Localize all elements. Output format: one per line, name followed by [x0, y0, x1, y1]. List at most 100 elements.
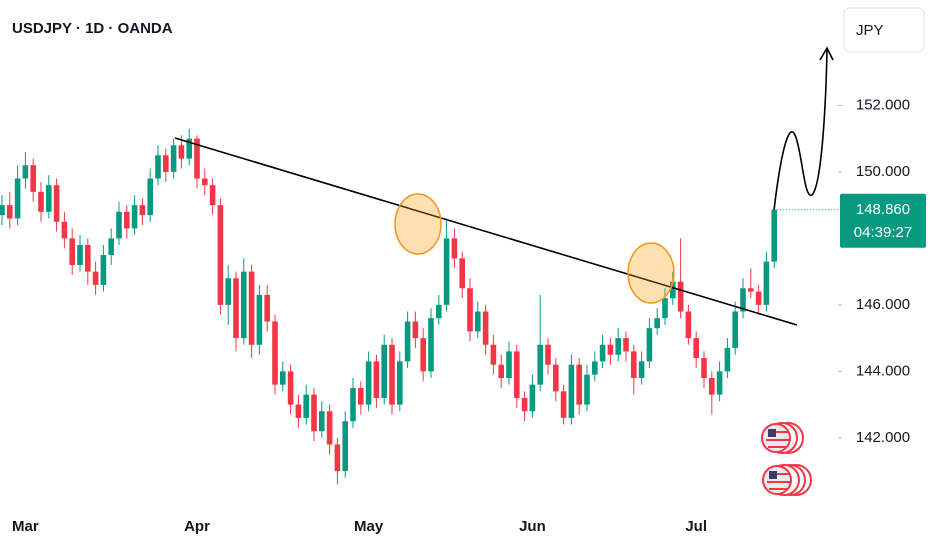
candle-body — [147, 178, 153, 216]
chart-title: USDJPY · 1D · OANDA — [12, 20, 173, 37]
candle-body — [748, 288, 754, 292]
currency-label[interactable]: JPY — [856, 22, 884, 39]
candle-body — [529, 384, 536, 412]
candle-body — [623, 338, 629, 352]
candle-body — [693, 338, 699, 359]
x-tick-label: Mar — [12, 518, 39, 535]
candle-body — [100, 255, 107, 285]
candle-body — [358, 387, 364, 405]
candle-body — [69, 238, 75, 265]
candle-body — [404, 321, 411, 362]
countdown-label: 04:39:27 — [854, 224, 912, 241]
candle-body — [475, 311, 481, 332]
x-tick-label: Apr — [184, 518, 210, 535]
candle-body — [662, 298, 668, 319]
event-flags — [761, 422, 812, 496]
candle-body — [30, 165, 36, 192]
candle-body — [771, 209, 777, 262]
last-price-box — [840, 193, 926, 248]
candle-body — [248, 271, 255, 345]
y-tick-label: 142.000 — [856, 429, 910, 446]
candle-body — [202, 178, 208, 186]
arrow-head — [819, 46, 834, 61]
candle-body — [381, 344, 387, 398]
flag-canton — [769, 471, 777, 479]
candle-body — [326, 411, 333, 445]
candle-body — [209, 185, 216, 206]
candle-body — [38, 191, 44, 212]
candle-body — [716, 371, 723, 395]
y-tick-label: 152.000 — [856, 96, 910, 113]
candle-body — [490, 344, 497, 365]
x-tick-label: Jul — [685, 518, 707, 535]
candle-body — [303, 394, 309, 418]
candle-body — [0, 205, 5, 216]
candle-body — [607, 344, 614, 355]
candle-body — [599, 344, 606, 362]
candle-body — [498, 364, 504, 379]
candle-body — [459, 258, 465, 289]
y-tick-label: 150.000 — [856, 163, 910, 180]
candle-body — [319, 411, 325, 432]
candle-body — [545, 344, 551, 365]
candle-body — [178, 145, 185, 159]
candle-body — [537, 344, 543, 385]
candle-body — [124, 211, 130, 229]
candle-body — [295, 404, 302, 418]
candle-body — [584, 374, 590, 405]
candle-body — [241, 271, 247, 339]
candle-body — [186, 138, 192, 159]
x-tick-label: Jun — [519, 518, 546, 535]
candle-body — [553, 364, 559, 392]
candle-body — [217, 205, 224, 305]
candle-body — [92, 271, 99, 285]
projection-arrow — [773, 49, 828, 211]
candle-body — [514, 351, 520, 398]
candle-body — [233, 278, 239, 339]
candle-body — [412, 321, 419, 339]
candle-body — [701, 358, 707, 379]
flag-canton — [768, 429, 776, 437]
candle-body — [677, 281, 684, 312]
candle-body — [506, 351, 512, 379]
last-price-label: 148.860 — [856, 201, 910, 218]
candle-body — [732, 311, 738, 349]
trendline — [174, 137, 798, 326]
candle-body — [389, 344, 395, 405]
currency-button[interactable] — [843, 7, 925, 53]
candle-body — [155, 155, 161, 179]
candle-body — [85, 245, 91, 272]
candle-body — [638, 361, 645, 379]
candle-body — [311, 394, 317, 432]
candle-body — [576, 364, 582, 405]
candle-body — [646, 328, 653, 362]
candle-body — [170, 145, 177, 172]
y-tick-label: 146.000 — [856, 296, 910, 313]
candle-body — [397, 361, 403, 405]
candle-body — [256, 294, 263, 345]
candle-body — [334, 444, 341, 472]
candles — [0, 128, 777, 485]
candle-body — [194, 138, 200, 179]
candle-body — [443, 238, 450, 305]
candle-body — [365, 361, 372, 405]
candle-body — [350, 387, 356, 422]
candle-body — [14, 178, 21, 219]
candle-body — [272, 321, 278, 385]
candle-body — [654, 318, 660, 329]
candle-body — [631, 351, 637, 379]
candle-body — [53, 185, 60, 222]
candle-body — [568, 364, 575, 418]
candle-body — [420, 338, 426, 372]
candle-body — [482, 311, 489, 345]
candle-body — [560, 391, 567, 418]
candle-body — [46, 185, 52, 212]
candle-body — [467, 288, 473, 332]
x-tick-label: May — [354, 518, 384, 535]
y-tick-label: 144.000 — [856, 362, 910, 379]
highlight-circle — [627, 242, 675, 304]
candle-body — [139, 205, 146, 216]
